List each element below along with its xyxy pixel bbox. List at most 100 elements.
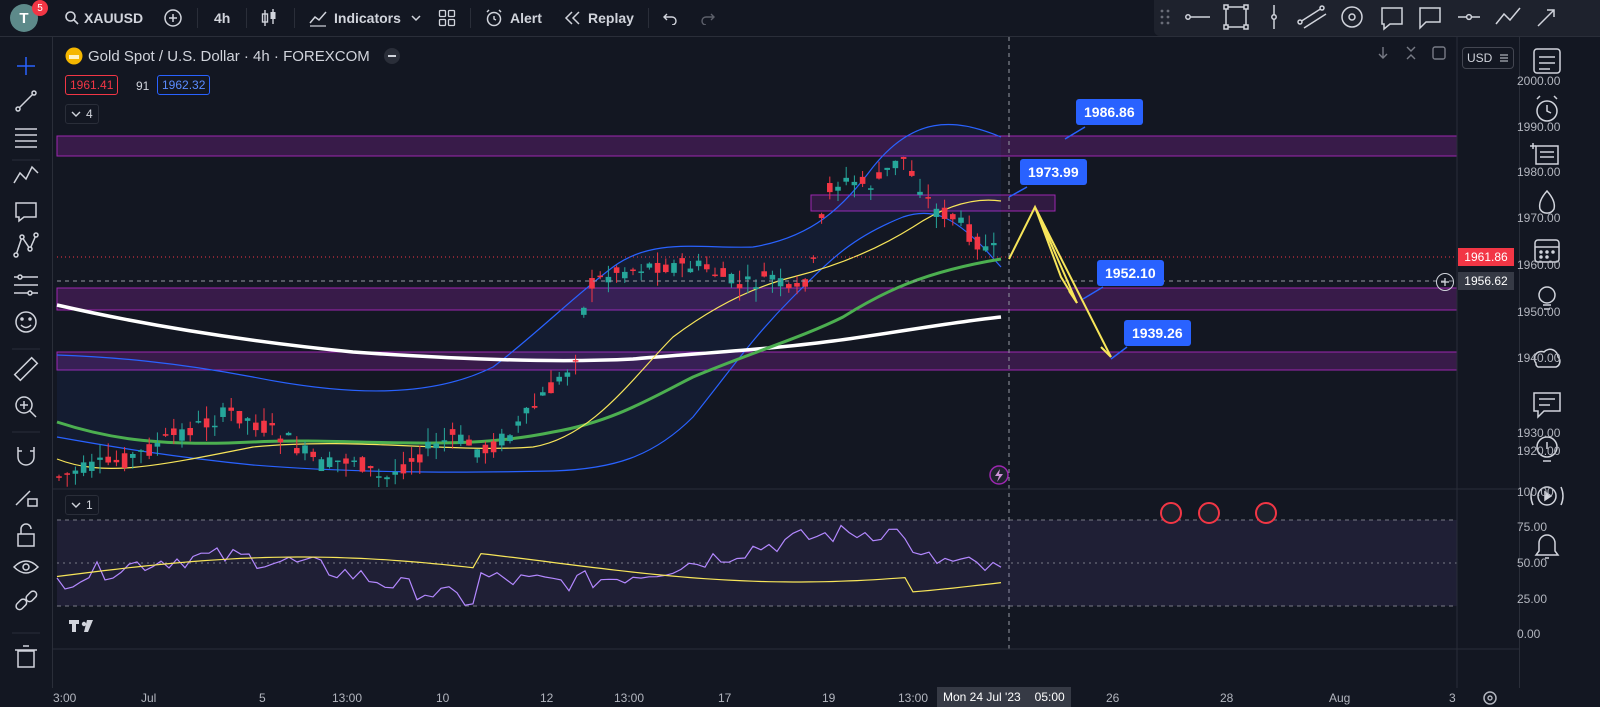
symbol-search-button[interactable]: XAUUSD [64, 6, 143, 30]
candle-body [285, 432, 292, 436]
arrow-icon [1537, 9, 1555, 27]
redo-button[interactable] [700, 6, 716, 30]
candle-body [490, 441, 497, 453]
drag-handle-icon [1160, 9, 1170, 25]
indicators-label: Indicators [334, 10, 401, 26]
candle-body [474, 449, 480, 458]
crosshair-clock: 05:00 [1034, 690, 1065, 704]
candle-body [605, 276, 612, 283]
chart-type-button[interactable] [260, 6, 278, 30]
price-axis-label: 1930.00 [1517, 426, 1561, 440]
osc-axis-label: 0.00 [1517, 627, 1541, 641]
candle-body [138, 450, 144, 452]
currency-selector[interactable]: USD [1462, 47, 1514, 69]
redo-icon [701, 13, 715, 25]
pencil-lock-icon [15, 490, 38, 507]
us-flag-event-icon[interactable] [1198, 502, 1220, 524]
add-alert-button[interactable] [1436, 273, 1454, 291]
resistance-zone-minor[interactable] [810, 194, 1056, 212]
us-flag-event-icon[interactable] [1255, 502, 1277, 524]
undo-button[interactable] [662, 6, 678, 30]
parallel-channel-icon [1297, 5, 1327, 29]
price-axis-label: 1950.00 [1517, 305, 1561, 319]
gann-icon [14, 274, 38, 296]
candle-body [302, 445, 308, 454]
annotation-tag[interactable]: 1939.26 [1124, 320, 1191, 346]
annotation-tag[interactable]: 1973.99 [1020, 159, 1087, 185]
price-chart[interactable] [53, 37, 1519, 688]
candle-body [786, 284, 792, 289]
candle-body [515, 421, 521, 426]
candle-body [818, 214, 825, 219]
candle-body [548, 382, 554, 394]
candle-body [441, 440, 448, 442]
candle-body [384, 477, 390, 480]
rsi-band-fill [57, 520, 1457, 606]
interval-button[interactable]: 4h [214, 6, 230, 30]
arrow-down-icon[interactable] [1375, 45, 1391, 61]
path-icon [1495, 7, 1521, 25]
indicator-templates-button[interactable] [410, 6, 422, 30]
time-axis-label: 3 [1449, 691, 1456, 705]
candle-body [212, 425, 218, 428]
tag-pointer-3 [1082, 286, 1104, 300]
layout-button[interactable] [438, 6, 456, 30]
candle-body [318, 459, 325, 472]
price-line-icon [1458, 13, 1480, 21]
xabcd-icon [13, 232, 39, 258]
time-axis-label: Aug [1329, 691, 1351, 705]
candle-body [950, 214, 956, 220]
candle-body [646, 263, 653, 268]
chevron-down-icon [71, 502, 81, 508]
indicators-button[interactable]: Indicators [308, 6, 401, 30]
annotation-tag[interactable]: 1986.86 [1076, 99, 1143, 125]
pane2-collapse-toggle[interactable]: 1 [65, 495, 99, 515]
price-axis-label: 1940.00 [1517, 351, 1561, 365]
maximize-pane-icon[interactable] [1431, 45, 1447, 61]
alert-button[interactable]: Alert [484, 6, 542, 30]
candle-body [523, 407, 530, 414]
tag-pointer-2 [1008, 186, 1028, 198]
sell-price-box[interactable]: 1961.41 [65, 75, 119, 95]
gear-icon[interactable] [1481, 689, 1499, 707]
candle-body [622, 271, 628, 279]
collapse-pane-icon[interactable] [1403, 45, 1419, 61]
resistance-zone-upper[interactable] [56, 135, 1458, 157]
candle-body [359, 457, 366, 472]
text-icon [15, 202, 37, 223]
time-axis-label: 26 [1106, 691, 1120, 705]
candle-body [638, 271, 644, 273]
buy-price-box[interactable]: 1962.32 [157, 75, 211, 95]
chart-area[interactable]: Gold Spot / U.S. Dollar · 4h · FOREXCOM … [53, 37, 1560, 707]
current-price-tag: 1961.86 [1458, 248, 1514, 266]
plus-icon [1441, 278, 1449, 286]
candle-body [777, 278, 784, 287]
ma-slow-line [56, 303, 1002, 363]
trendline-icon [15, 90, 37, 112]
chevron-down-icon [71, 111, 81, 117]
candle-body [827, 183, 833, 193]
collapse-legend-button[interactable] [383, 48, 400, 64]
compare-button[interactable] [163, 6, 183, 30]
candle-body [679, 258, 685, 264]
candle-body [671, 263, 677, 273]
bollinger-upper-line [56, 123, 1002, 392]
minus-icon [387, 55, 396, 57]
candle-body [769, 274, 776, 280]
replay-button[interactable]: Replay [564, 6, 634, 30]
candle-body [203, 418, 210, 428]
indicators-collapse-toggle[interactable]: 4 [65, 104, 99, 124]
candle-body [171, 428, 177, 436]
time-axis-label: 19 [822, 691, 836, 705]
search-icon [65, 11, 79, 25]
candle-body [941, 207, 948, 219]
candle-body [909, 170, 915, 176]
annotation-tag[interactable]: 1952.10 [1097, 260, 1164, 286]
spread-value: 91 [136, 79, 150, 93]
candle-body [228, 407, 234, 411]
support-zone-lower[interactable] [56, 351, 1458, 371]
us-flag-event-icon[interactable] [1160, 502, 1182, 524]
chart-title[interactable]: Gold Spot / U.S. Dollar · 4h · FOREXCOM [88, 47, 370, 65]
pane2-count: 1 [86, 498, 93, 512]
price-axis-label: 1980.00 [1517, 165, 1561, 179]
